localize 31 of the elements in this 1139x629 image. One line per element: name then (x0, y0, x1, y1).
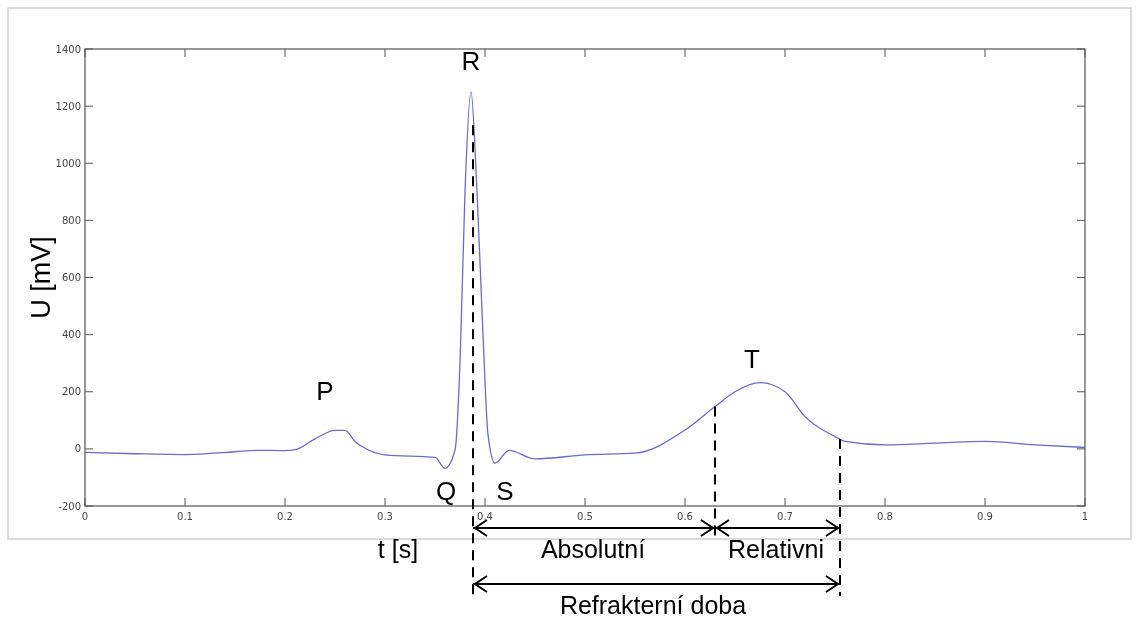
y-tick-label: 1000 (55, 157, 81, 169)
x-tick-label: 0.8 (877, 511, 893, 522)
y-tick-label: 1200 (55, 100, 81, 112)
y-tick-label: 1400 (55, 43, 81, 55)
y-axis-title: U [mV] (26, 236, 56, 319)
annotation: Q (435, 476, 457, 506)
annotation: P (316, 376, 334, 406)
y-tick-label: 200 (61, 386, 81, 398)
x-tick-label: 1 (1081, 511, 1089, 522)
annotation: T (744, 344, 761, 374)
x-tick-label: 0.3 (377, 511, 393, 522)
y-tick-label: 0 (74, 443, 81, 455)
x-tick-label: 0.2 (277, 511, 293, 522)
y-tick-label: -200 (58, 500, 81, 512)
text: Absolutní (540, 535, 646, 563)
x-tick-label: 0.6 (677, 511, 693, 522)
y-tick-label: 800 (61, 214, 81, 226)
x-tick-label: 0 (81, 511, 89, 522)
x-tick-label: 0.9 (977, 511, 993, 522)
x-tick-label: 0.1 (177, 511, 193, 522)
x-axis-title: t [s] (377, 535, 419, 563)
x-tick-label: 0.4 (477, 511, 493, 522)
x-tick-label: 0.7 (777, 511, 793, 522)
text: Refrakterní doba (559, 591, 747, 619)
y-tick-label: 600 (61, 272, 81, 283)
annotation: S (496, 476, 514, 506)
text: Relativni (728, 535, 824, 563)
x-tick-label: 0.5 (577, 511, 593, 522)
y-tick-label: 400 (61, 329, 81, 341)
annotation: R (461, 46, 481, 76)
line-series (84, 91, 1086, 469)
